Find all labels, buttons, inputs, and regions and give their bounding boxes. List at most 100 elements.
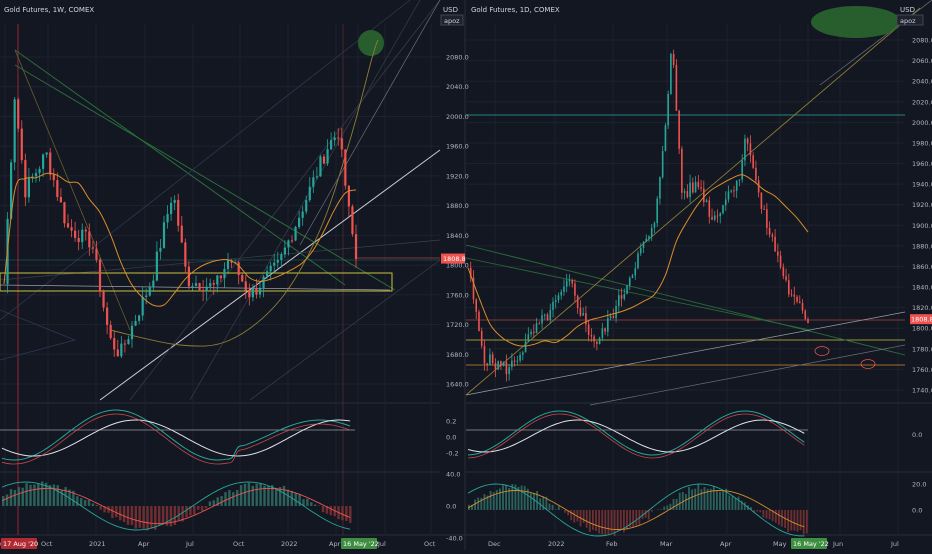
right-osc2-histogram-bar xyxy=(570,510,572,520)
right-price-tick-label: 2000.0 xyxy=(912,119,932,127)
right-candle xyxy=(613,316,615,318)
right-candle xyxy=(774,237,776,252)
right-osc2-histogram-bar xyxy=(794,510,796,531)
left-osc2-histogram-bar xyxy=(92,503,94,506)
right-candle xyxy=(802,303,804,311)
left-candle xyxy=(202,290,204,292)
right-osc2-histogram-bar xyxy=(555,509,557,510)
right-osc2-histogram-bar xyxy=(691,489,693,510)
right-osc2-tick-label: 0.0 xyxy=(912,507,922,515)
right-osc2-histogram-bar xyxy=(490,491,492,510)
left-osc2-histogram-bar xyxy=(142,506,144,529)
right-candle xyxy=(511,361,513,367)
left-candle xyxy=(284,248,286,255)
right-candle xyxy=(640,248,642,253)
right-candle xyxy=(695,182,697,193)
right-candle xyxy=(626,285,628,294)
right-candle xyxy=(481,331,483,346)
right-candle xyxy=(717,216,719,217)
right-osc2-tick-label: 20.0 xyxy=(912,481,926,489)
left-osc2-histogram-bar xyxy=(127,506,129,525)
right-candle xyxy=(508,367,510,374)
left-candle xyxy=(277,260,279,263)
right-osc2-histogram-bar xyxy=(697,484,699,510)
right-osc2-histogram-bar xyxy=(756,510,758,511)
right-candle xyxy=(700,187,702,188)
right-candle xyxy=(530,332,532,334)
right-time-tick-label: Jul xyxy=(890,540,899,548)
left-candle xyxy=(181,226,183,243)
right-osc2-histogram-bar xyxy=(573,510,575,523)
left-osc2-histogram-bar xyxy=(244,484,246,506)
left-candle xyxy=(117,349,119,356)
left-candle xyxy=(220,275,222,278)
right-candle xyxy=(514,361,516,362)
right-price-tick-label: 2020.0 xyxy=(912,98,932,106)
right-candle xyxy=(495,363,497,369)
right-candle xyxy=(791,294,793,295)
right-osc2-histogram-bar xyxy=(608,510,610,534)
right-candle xyxy=(793,295,795,297)
right-osc2-histogram-bar xyxy=(505,485,507,510)
left-candle xyxy=(334,138,336,141)
left-candle xyxy=(341,138,343,149)
left-candle xyxy=(156,252,158,281)
right-osc2-histogram-bar xyxy=(666,505,668,510)
right-osc2-histogram-bar xyxy=(530,493,532,510)
left-osc2-histogram-bar xyxy=(150,506,152,529)
left-candle xyxy=(302,212,304,218)
left-osc2-histogram-bar xyxy=(6,495,8,506)
right-candle xyxy=(733,190,735,191)
left-candle xyxy=(191,286,193,287)
right-candle xyxy=(698,182,700,187)
left-osc2-tick-label: -40.0 xyxy=(446,535,463,543)
right-osc2-histogram-bar xyxy=(722,490,724,510)
right-osc2-histogram-bar xyxy=(632,510,634,527)
right-candle xyxy=(489,354,491,365)
left-osc2-histogram-bar xyxy=(256,484,258,506)
right-candle xyxy=(604,328,606,331)
right-candle xyxy=(582,313,584,315)
left-time-tick-label: 16 May '22 xyxy=(343,540,379,548)
right-candle xyxy=(654,223,656,228)
left-osc2-histogram-bar xyxy=(345,506,347,521)
right-osc2-histogram-bar xyxy=(589,510,591,532)
right-time-tick-label: 2022 xyxy=(548,540,565,548)
right-osc2-histogram-bar xyxy=(558,506,560,510)
left-candle xyxy=(326,149,328,163)
right-price-tick-label: 1760.0 xyxy=(912,366,932,374)
right-candle xyxy=(566,281,568,287)
right-candle xyxy=(763,209,765,210)
left-candle xyxy=(166,214,168,222)
right-price-tick-label: 1740.0 xyxy=(912,387,932,395)
right-osc2-histogram-bar xyxy=(735,498,737,510)
left-candle xyxy=(174,200,176,203)
right-candle xyxy=(623,294,625,299)
left-osc2-histogram-bar xyxy=(306,499,308,506)
right-candle xyxy=(807,319,809,323)
left-time-tick-label: 2022 xyxy=(281,540,298,548)
left-osc2-histogram-bar xyxy=(283,486,285,506)
right-candle xyxy=(519,355,521,361)
right-candle xyxy=(615,306,617,318)
right-candle xyxy=(665,125,667,151)
right-candle xyxy=(552,302,554,310)
left-osc2-histogram-bar xyxy=(53,485,55,506)
right-osc2-histogram-bar xyxy=(552,505,554,510)
right-candle xyxy=(475,299,477,311)
right-candle xyxy=(755,168,757,180)
right-candle xyxy=(645,239,647,242)
right-candle xyxy=(684,191,686,193)
right-candle xyxy=(744,139,746,161)
right-candle xyxy=(593,337,595,342)
right-osc2-histogram-bar xyxy=(710,489,712,510)
right-osc2-histogram-bar xyxy=(564,510,566,513)
right-candle xyxy=(492,354,494,363)
left-candle xyxy=(38,169,40,173)
left-candle xyxy=(223,269,225,278)
right-osc2-histogram-bar xyxy=(744,502,746,510)
left-osc1-tick-label: 0.0 xyxy=(446,434,456,442)
left-candle xyxy=(81,230,83,242)
left-candle xyxy=(35,173,37,176)
